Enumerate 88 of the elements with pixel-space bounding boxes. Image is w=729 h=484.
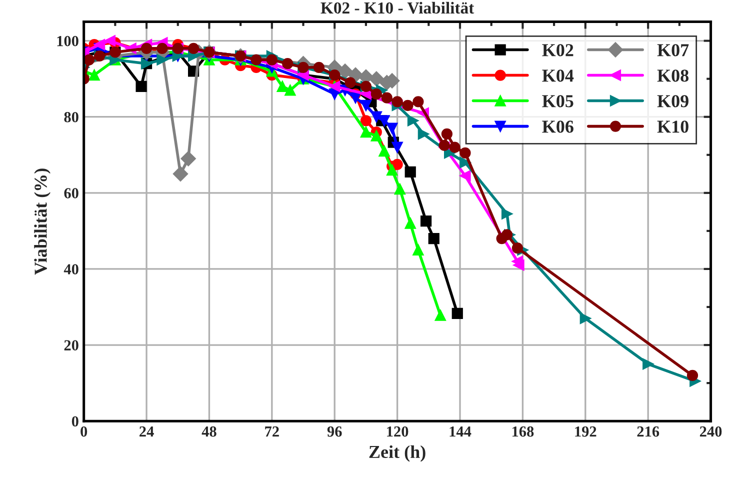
point: [88, 69, 100, 81]
point: [250, 54, 262, 66]
point: [378, 115, 390, 126]
point: [460, 147, 471, 159]
y-tick-label: 20: [64, 340, 78, 350]
point: [156, 54, 168, 66]
point: [104, 35, 116, 46]
point: [441, 128, 452, 140]
point: [284, 84, 296, 96]
y-tick-label: 0: [72, 416, 78, 427]
point: [378, 146, 390, 157]
legend-label: K07: [657, 44, 689, 56]
point: [276, 80, 288, 92]
point: [136, 80, 147, 92]
point: [360, 126, 372, 138]
point: [313, 62, 324, 73]
point: [381, 92, 392, 104]
x-tick-label: 120: [387, 426, 408, 437]
point: [370, 130, 382, 142]
y-axis-title: Viabilität (%): [34, 168, 50, 275]
point: [392, 158, 403, 170]
point: [172, 166, 188, 182]
point: [686, 370, 698, 381]
point: [392, 142, 403, 153]
point: [501, 208, 513, 220]
x-tick-label: 0: [80, 426, 88, 437]
point: [452, 308, 463, 320]
point: [392, 96, 403, 108]
point: [428, 232, 440, 244]
point: [360, 100, 372, 111]
point: [512, 242, 524, 254]
point: [94, 39, 106, 50]
point: [402, 100, 414, 111]
point: [140, 42, 152, 54]
point: [370, 88, 382, 100]
point: [404, 166, 416, 178]
point: [460, 156, 471, 168]
point: [434, 310, 446, 321]
point: [412, 244, 424, 256]
point: [282, 58, 294, 70]
point: [337, 64, 353, 79]
point: [386, 164, 398, 176]
x-tick-label: 96: [327, 426, 342, 437]
x-tick-label: 24: [140, 426, 154, 437]
point: [188, 42, 200, 54]
legend-label: K08: [657, 70, 689, 82]
point: [370, 111, 382, 122]
x-tick-label: 144: [450, 426, 472, 437]
x-tick-label: 240: [700, 426, 722, 437]
point: [188, 50, 200, 62]
x-tick-label: 168: [512, 426, 534, 437]
chart-title: K02 - K10 - Viabilität: [320, 2, 474, 14]
legend-label: K06: [542, 120, 574, 133]
x-tick-label: 48: [202, 426, 216, 437]
point: [580, 312, 591, 324]
x-axis-title: Zeit (h): [369, 445, 426, 462]
point: [386, 122, 398, 134]
point: [449, 142, 460, 153]
legend-label: K02: [542, 44, 574, 56]
point: [266, 54, 278, 66]
point: [420, 215, 432, 227]
point: [513, 260, 524, 271]
legend-label: K04: [542, 70, 574, 82]
y-tick-label: 40: [64, 264, 78, 274]
point: [438, 140, 450, 151]
x-tick-label: 216: [637, 426, 660, 437]
point: [84, 54, 95, 66]
point: [360, 115, 372, 126]
point: [501, 229, 513, 240]
point: [418, 128, 429, 140]
legend-label: K10: [657, 120, 688, 133]
y-tick-label: 80: [64, 112, 78, 122]
point: [368, 71, 384, 86]
legend-label: K05: [542, 95, 574, 108]
point: [412, 96, 424, 108]
x-tick-label: 72: [265, 426, 279, 437]
point: [460, 170, 471, 182]
point: [642, 358, 654, 370]
point: [156, 42, 168, 54]
point: [407, 115, 419, 126]
legend-label: K09: [657, 95, 688, 108]
point: [180, 151, 196, 166]
point: [404, 218, 416, 229]
point: [344, 77, 356, 88]
x-tick-label: 192: [575, 426, 596, 437]
point: [394, 184, 406, 195]
y-tick-label: 100: [57, 36, 78, 46]
y-tick-label: 60: [64, 188, 78, 198]
